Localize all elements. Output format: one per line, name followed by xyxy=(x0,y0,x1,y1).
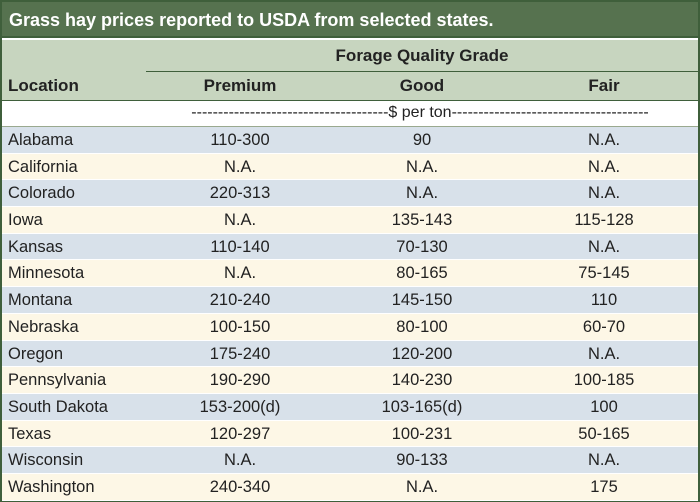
table-row: Colorado 220-313 N.A. N.A. xyxy=(2,180,698,208)
table-row: South Dakota 153-200(d) 103-165(d) 100 xyxy=(2,393,698,421)
cell-location: Minnesota xyxy=(8,264,85,283)
cell-location: Colorado xyxy=(8,184,75,203)
cell-location: Montana xyxy=(8,291,73,310)
cell-premium: 120-297 xyxy=(209,424,271,443)
table-body: Alabama 110-300 90 N.A. California N.A. N.A. N.… xyxy=(2,127,698,501)
cell-location: Texas xyxy=(8,424,52,443)
table-row: Oregon 175-240 120-200 N.A. xyxy=(2,340,698,368)
cell-good: 70-130 xyxy=(396,237,448,256)
cell-good: 140-230 xyxy=(391,371,453,390)
cell-fair: N.A. xyxy=(587,131,621,149)
cell-premium: 220-313 xyxy=(209,184,271,203)
cell-location: Oregon xyxy=(8,344,64,363)
cell-location: South Dakota xyxy=(8,397,108,416)
cell-fair: N.A. xyxy=(587,237,621,256)
cell-premium: N.A. xyxy=(223,157,257,176)
table-row: Texas 120-297 100-231 50-165 xyxy=(2,420,698,448)
table-row: Wisconsin N.A. 90-133 N.A. xyxy=(2,447,698,474)
cell-location: California xyxy=(8,157,78,176)
table-row: Iowa N.A. 135-143 115-128 xyxy=(2,207,698,234)
cell-location: Nebraska xyxy=(8,317,79,336)
cell-good: 90-133 xyxy=(396,451,448,470)
cell-good: N.A. xyxy=(405,477,439,496)
cell-location: Wisconsin xyxy=(8,451,84,470)
cell-location: Kansas xyxy=(8,237,64,256)
cell-good: 100-231 xyxy=(391,424,453,443)
column-header-good: Good xyxy=(399,76,445,95)
cell-good: 80-165 xyxy=(396,264,448,283)
cell-good: 103-165(d) xyxy=(381,397,463,416)
cell-premium: 210-240 xyxy=(209,291,271,310)
cell-location: Alabama xyxy=(8,131,74,149)
cell-good: N.A. xyxy=(405,157,439,176)
cell-fair: 110 xyxy=(590,291,618,310)
cell-fair: N.A. xyxy=(587,157,621,176)
column-header-fair: Fair xyxy=(588,76,620,95)
column-header-premium: Premium xyxy=(203,76,277,95)
cell-fair: 115-128 xyxy=(574,211,634,230)
cell-premium: N.A. xyxy=(223,264,257,283)
cell-fair: N.A. xyxy=(587,184,621,203)
cell-premium: 240-340 xyxy=(209,477,271,496)
column-header-location: Location xyxy=(8,76,79,95)
cell-location: Iowa xyxy=(8,211,43,230)
cell-premium: N.A. xyxy=(223,211,257,230)
cell-good: 135-143 xyxy=(391,211,453,230)
cell-fair: 50-165 xyxy=(578,424,630,443)
cell-premium: 153-200(d) xyxy=(199,397,281,416)
cell-good: N.A. xyxy=(405,184,439,203)
cell-good: 90 xyxy=(412,131,432,149)
unit-label: -------------------------------------$ p… xyxy=(191,104,649,121)
table-row: Alabama 110-300 90 N.A. xyxy=(2,127,698,154)
cell-fair: 100-185 xyxy=(573,371,635,390)
unit-row: -------------------------------------$ p… xyxy=(2,101,698,127)
cell-fair: 75-145 xyxy=(578,264,630,283)
cell-premium: 100-150 xyxy=(209,317,271,336)
cell-good: 80-100 xyxy=(396,317,448,336)
cell-fair: 100 xyxy=(590,397,618,416)
header-rule xyxy=(2,100,698,101)
cell-good: 120-200 xyxy=(391,344,453,363)
cell-fair: 60-70 xyxy=(582,317,626,336)
cell-location: Pennsylvania xyxy=(8,371,107,390)
cell-premium: 175-240 xyxy=(209,344,271,363)
cell-fair: N.A. xyxy=(587,451,621,470)
cell-good: 145-150 xyxy=(391,291,453,310)
table-row: Montana 210-240 145-150 110 xyxy=(2,287,698,314)
table-header: Forage Quality Grade Location Premium Go… xyxy=(2,40,698,100)
group-header: Forage Quality Grade xyxy=(335,46,509,65)
table-row: Pennsylvania 190-290 140-230 100-185 xyxy=(2,367,698,394)
cell-premium: 110-300 xyxy=(210,131,270,149)
group-header-rule xyxy=(146,71,698,72)
cell-location: Washington xyxy=(8,477,95,496)
cell-premium: N.A. xyxy=(223,451,257,470)
cell-fair: N.A. xyxy=(587,344,621,363)
table-row: Kansas 110-140 70-130 N.A. xyxy=(2,233,698,261)
cell-fair: 175 xyxy=(590,477,618,496)
table-row: Nebraska 100-150 80-100 60-70 xyxy=(2,313,698,341)
table-row: California N.A. N.A. N.A. xyxy=(2,153,698,181)
table-row: Washington 240-340 N.A. 175 xyxy=(2,473,698,501)
cell-premium: 190-290 xyxy=(209,371,271,390)
table-title: Grass hay prices reported to USDA from s… xyxy=(2,2,698,38)
table-row: Minnesota N.A. 80-165 75-145 xyxy=(2,260,698,288)
cell-premium: 110-140 xyxy=(210,237,270,256)
